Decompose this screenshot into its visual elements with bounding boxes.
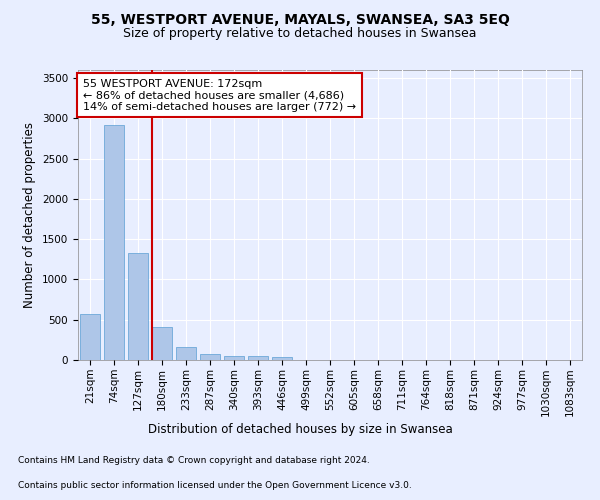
Bar	[248, 356, 268, 360]
Text: Contains HM Land Registry data © Crown copyright and database right 2024.: Contains HM Land Registry data © Crown c…	[18, 456, 370, 465]
Bar	[128, 253, 148, 360]
Bar	[200, 354, 220, 360]
Text: Contains public sector information licensed under the Open Government Licence v3: Contains public sector information licen…	[18, 481, 412, 490]
Y-axis label: Number of detached properties: Number of detached properties	[23, 122, 37, 308]
Bar	[104, 125, 124, 360]
Text: 55, WESTPORT AVENUE, MAYALS, SWANSEA, SA3 5EQ: 55, WESTPORT AVENUE, MAYALS, SWANSEA, SA…	[91, 12, 509, 26]
Bar	[272, 357, 292, 360]
Text: 55 WESTPORT AVENUE: 172sqm
← 86% of detached houses are smaller (4,686)
14% of s: 55 WESTPORT AVENUE: 172sqm ← 86% of deta…	[83, 78, 356, 112]
Bar	[176, 347, 196, 360]
Bar	[80, 314, 100, 360]
Text: Size of property relative to detached houses in Swansea: Size of property relative to detached ho…	[123, 28, 477, 40]
Text: Distribution of detached houses by size in Swansea: Distribution of detached houses by size …	[148, 422, 452, 436]
Bar	[152, 326, 172, 360]
Bar	[224, 356, 244, 360]
